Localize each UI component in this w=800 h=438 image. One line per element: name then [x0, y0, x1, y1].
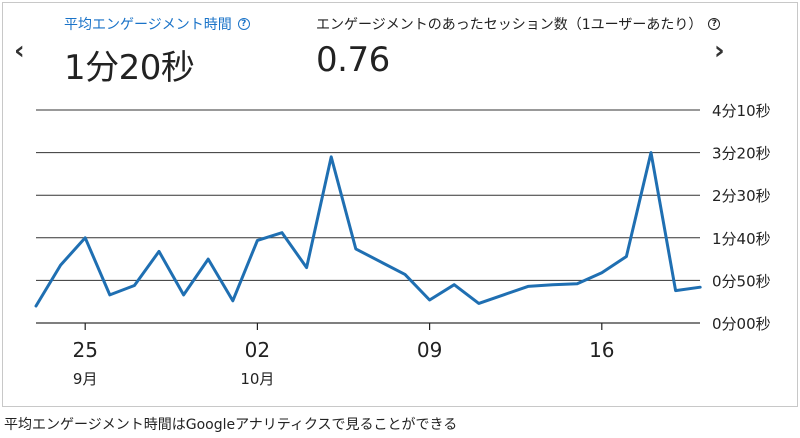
x-tick-label: 16 — [589, 338, 614, 362]
metric-label: 平均エンゲージメント時間 — [64, 17, 232, 33]
x-tick-sublabel: 10月 — [240, 370, 274, 388]
line-chart: 0分00秒 0分50秒 1分40秒 2分30秒 3分20秒 4分10秒 25 9月 02 10月 0… — [34, 102, 771, 388]
help-circle-icon[interactable]: ? — [237, 18, 250, 30]
analytics-card — [2, 2, 798, 407]
chevron-left-icon[interactable]: ‹ — [14, 36, 25, 66]
metric-engaged-sessions-per-user[interactable]: エンゲージメントのあったセッション数（1ユーザーあたり） ? 0.76 — [316, 14, 721, 80]
series-line — [34, 151, 702, 308]
y-tick-label: 3分20秒 — [712, 145, 771, 163]
x-tick-label: 25 — [72, 338, 97, 362]
metric-value: 0.76 — [316, 40, 390, 80]
figure-caption: 平均エンゲージメント時間はGoogleアナリティクスで見ることができる — [4, 417, 458, 433]
metric-label: エンゲージメントのあったセッション数（1ユーザーあたり） — [316, 17, 703, 33]
metric-avg-engagement-time[interactable]: 平均エンゲージメント時間 ? 1分20秒 — [64, 14, 250, 89]
metric-value: 1分20秒 — [64, 48, 195, 88]
y-tick-label: 0分00秒 — [712, 315, 771, 333]
x-tick-label: 09 — [417, 338, 442, 362]
y-tick-label: 0分50秒 — [712, 272, 771, 290]
y-tick-label: 1分40秒 — [712, 230, 771, 248]
x-tick-label: 02 — [245, 338, 270, 362]
x-tick-sublabel: 9月 — [73, 370, 98, 388]
help-circle-icon[interactable]: ? — [708, 18, 721, 30]
y-tick-label: 2分30秒 — [712, 187, 771, 205]
chevron-right-icon[interactable]: › — [714, 36, 725, 66]
y-tick-label: 4分10秒 — [712, 102, 771, 120]
